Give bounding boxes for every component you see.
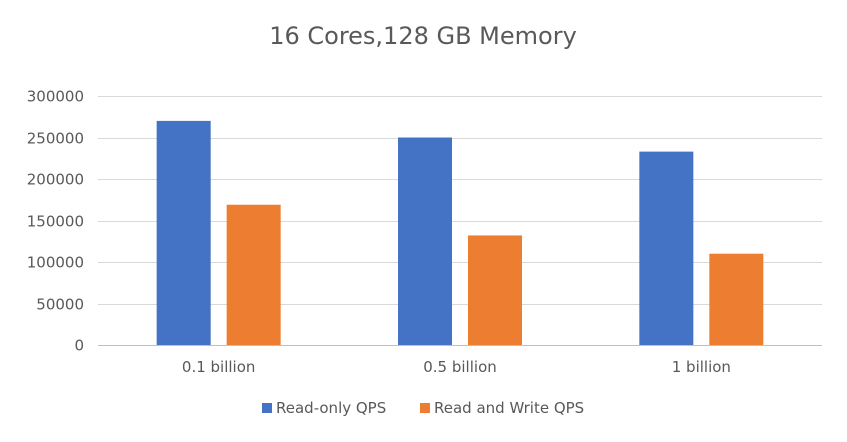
bars bbox=[156, 120, 764, 346]
y-axis-ticks: 0 50000 100000 150000 200000 250000 300000 bbox=[27, 88, 84, 355]
legend-label: Read and Write QPS bbox=[434, 399, 584, 417]
y-tick-label: 200000 bbox=[27, 171, 84, 189]
legend-label: Read-only QPS bbox=[276, 399, 386, 417]
y-tick-label: 100000 bbox=[27, 254, 84, 272]
y-tick-label: 150000 bbox=[27, 213, 84, 231]
bar-read-only-0 bbox=[156, 120, 211, 346]
bar-read-only-1 bbox=[398, 137, 452, 345]
gridlines bbox=[98, 96, 822, 346]
bar-read-write-0 bbox=[226, 204, 281, 345]
y-tick-label: 300000 bbox=[27, 88, 84, 106]
legend-swatch bbox=[262, 403, 272, 413]
x-axis-ticks: 0.1 billion 0.5 billion 1 billion bbox=[182, 358, 731, 376]
x-tick-label: 1 billion bbox=[672, 358, 731, 376]
bar-read-only-2 bbox=[639, 151, 694, 345]
y-tick-label: 50000 bbox=[36, 296, 84, 314]
legend-item-read-only[interactable]: Read-only QPS bbox=[262, 399, 386, 417]
x-tick-label: 0.1 billion bbox=[182, 358, 256, 376]
legend-item-read-write[interactable]: Read and Write QPS bbox=[420, 399, 584, 417]
y-tick-label: 250000 bbox=[27, 130, 84, 148]
bar-read-write-1 bbox=[468, 235, 522, 345]
y-tick-label: 0 bbox=[74, 337, 84, 355]
bar-read-write-2 bbox=[709, 253, 764, 345]
x-tick-label: 0.5 billion bbox=[423, 358, 497, 376]
legend-swatch bbox=[420, 403, 430, 413]
chart-title: 16 Cores,128 GB Memory bbox=[269, 22, 577, 50]
legend[interactable]: Read-only QPS Read and Write QPS bbox=[262, 399, 584, 417]
